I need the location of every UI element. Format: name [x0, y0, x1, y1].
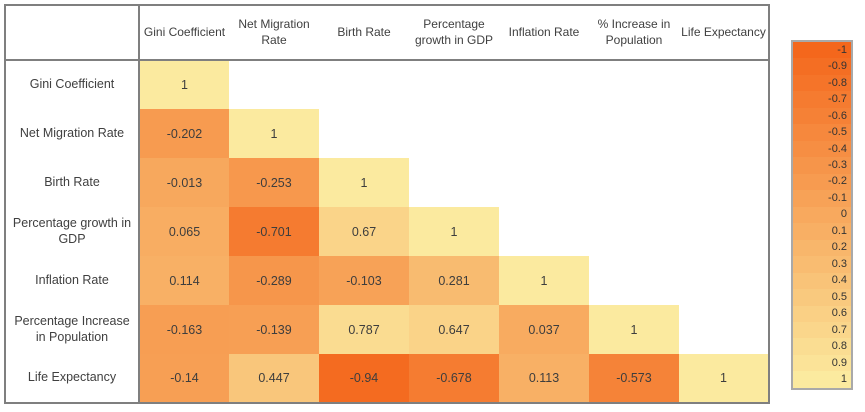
empty-cell: [499, 60, 589, 109]
matrix-cell: 1: [409, 207, 499, 256]
header-row: Gini Coefficient Net Migration Rate Birth …: [5, 5, 769, 61]
matrix-row: Net Migration Rate -0.202 1: [5, 109, 769, 158]
empty-cell: [409, 109, 499, 158]
legend-band: 0.8: [793, 338, 851, 355]
column-header: % Increase in Population: [589, 5, 679, 61]
matrix-cell: 0.447: [229, 354, 319, 403]
matrix-cell: 0.787: [319, 305, 409, 354]
empty-cell: [319, 60, 409, 109]
legend-band: -0.2: [793, 173, 851, 191]
row-label: Percentage growth in GDP: [5, 207, 140, 256]
matrix-row: Percentage Increase in Population -0.163-…: [5, 305, 769, 354]
legend-band: 0.5: [793, 289, 851, 306]
column-header: Gini Coefficient: [139, 5, 229, 61]
legend-band: -0.8: [793, 74, 851, 92]
empty-cell: [499, 109, 589, 158]
empty-cell: [679, 256, 769, 305]
matrix-row: Life Expectancy -0.14 0.447 -0.94 -0.678 0.11…: [5, 354, 769, 403]
empty-cell: [409, 60, 499, 109]
corner-cell: [5, 5, 140, 61]
empty-cell: [589, 60, 679, 109]
matrix-row: Percentage growth in GDP 0.065 -0.701 0.67 1: [5, 207, 769, 256]
matrix-cell: 0.065: [139, 207, 229, 256]
matrix-cell: 1: [679, 354, 769, 403]
color-legend: -1 -0.9 -0.8 -0.7 -0.6 -0.5 -0.4 -0.3 -0.2 -0.1 0 0…: [791, 40, 853, 390]
column-header: Percentage growth in GDP: [409, 5, 499, 61]
matrix-cell: -0.94: [319, 354, 409, 403]
matrix-cell: 0.67: [319, 207, 409, 256]
matrix-cell: -0.163: [139, 305, 229, 354]
correlation-table: Gini Coefficient Net Migration Rate Birth …: [4, 4, 770, 404]
matrix-cell: 0.037: [499, 305, 589, 354]
legend-band: -1: [793, 42, 851, 59]
matrix-cell: -0.253: [229, 158, 319, 207]
legend-band: -0.3: [793, 157, 851, 174]
matrix-cell: 1: [319, 158, 409, 207]
matrix-row: Birth Rate -0.013 -0.253 1: [5, 158, 769, 207]
matrix-cell: 0.647: [409, 305, 499, 354]
matrix-row: Gini Coefficient 1: [5, 60, 769, 109]
matrix-row: Inflation Rate 0.114 -0.289 -0.103 0.281 1: [5, 256, 769, 305]
empty-cell: [229, 60, 319, 109]
matrix-cell: -0.103: [319, 256, 409, 305]
legend-band: 0.6: [793, 305, 851, 322]
empty-cell: [589, 158, 679, 207]
row-label: Percentage Increase in Population: [5, 305, 140, 354]
legend-band: 0.1: [793, 223, 851, 240]
matrix-cell: 1: [229, 109, 319, 158]
empty-cell: [589, 207, 679, 256]
legend-band: 0: [793, 206, 851, 224]
matrix-cell: 0.114: [139, 256, 229, 305]
legend-band: 0.7: [793, 321, 851, 339]
matrix-body: Gini Coefficient 1 Net Migration Rate -0.20…: [5, 60, 769, 403]
column-header: Net Migration Rate: [229, 5, 319, 61]
empty-cell: [679, 305, 769, 354]
column-header: Inflation Rate: [499, 5, 589, 61]
empty-cell: [589, 109, 679, 158]
row-label: Gini Coefficient: [5, 60, 140, 109]
row-label: Life Expectancy: [5, 354, 140, 403]
matrix-cell: 1: [499, 256, 589, 305]
legend-band: -0.9: [793, 58, 851, 75]
empty-cell: [499, 158, 589, 207]
empty-cell: [679, 158, 769, 207]
column-header: Life Expectancy: [679, 5, 769, 61]
matrix-cell: -0.701: [229, 207, 319, 256]
empty-cell: [319, 109, 409, 158]
empty-cell: [589, 256, 679, 305]
empty-cell: [499, 207, 589, 256]
matrix-cell: -0.289: [229, 256, 319, 305]
matrix-cell: -0.202: [139, 109, 229, 158]
matrix-cell: -0.14: [139, 354, 229, 403]
matrix-cell: -0.678: [409, 354, 499, 403]
matrix-cell: 1: [589, 305, 679, 354]
row-label: Net Migration Rate: [5, 109, 140, 158]
legend-band: -0.7: [793, 91, 851, 108]
empty-cell: [679, 109, 769, 158]
column-header: Birth Rate: [319, 5, 409, 61]
legend-band: -0.6: [793, 107, 851, 125]
matrix-cell: -0.573: [589, 354, 679, 403]
matrix-cell: 1: [139, 60, 229, 109]
legend-band: -0.5: [793, 124, 851, 141]
matrix-cell: -0.013: [139, 158, 229, 207]
legend-band: 0.3: [793, 256, 851, 273]
row-label: Birth Rate: [5, 158, 140, 207]
legend-band: 0.2: [793, 239, 851, 257]
legend-band: 1: [793, 371, 851, 388]
matrix-cell: 0.281: [409, 256, 499, 305]
matrix-cell: -0.139: [229, 305, 319, 354]
legend-band: 0.9: [793, 354, 851, 372]
legend-band: -0.1: [793, 190, 851, 207]
legend-band: 0.4: [793, 272, 851, 290]
row-label: Inflation Rate: [5, 256, 140, 305]
empty-cell: [679, 60, 769, 109]
empty-cell: [679, 207, 769, 256]
empty-cell: [409, 158, 499, 207]
legend-band: -0.4: [793, 140, 851, 158]
matrix-cell: 0.113: [499, 354, 589, 403]
